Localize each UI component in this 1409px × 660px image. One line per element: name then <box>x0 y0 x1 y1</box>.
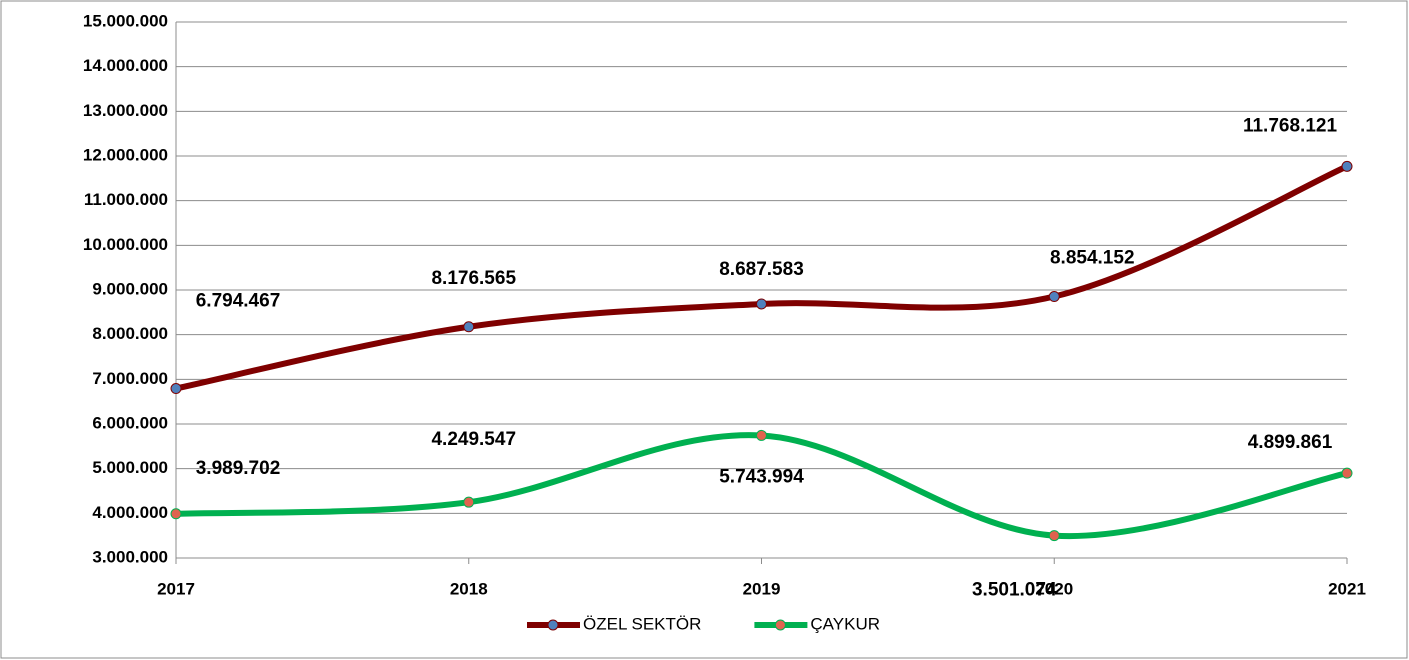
x-tick-label: 2018 <box>450 579 488 598</box>
y-tick-label: 9.000.000 <box>92 279 168 298</box>
data-label: 8.176.565 <box>431 268 516 289</box>
y-tick-label: 15.000.000 <box>83 11 168 30</box>
legend-marker <box>547 619 559 631</box>
y-tick-label: 14.000.000 <box>83 56 168 75</box>
data-label: 3.989.702 <box>196 458 281 479</box>
data-label: 4.249.547 <box>431 429 516 450</box>
data-point <box>756 298 767 310</box>
y-tick-label: 12.000.000 <box>83 145 168 164</box>
data-point <box>1341 160 1353 172</box>
y-tick-label: 3.000.000 <box>92 547 168 566</box>
y-tick-label: 13.000.000 <box>83 101 168 120</box>
data-label: 3.501.074 <box>972 580 1057 601</box>
legend-label: ÇAYKUR <box>810 614 880 633</box>
legend-label: ÖZEL SEKTÖR <box>583 614 701 633</box>
data-label: 6.794.467 <box>196 291 281 312</box>
data-point <box>463 496 475 508</box>
y-tick-label: 6.000.000 <box>92 413 168 432</box>
y-tick-label: 10.000.000 <box>83 235 168 254</box>
data-point <box>1341 467 1353 479</box>
data-point <box>170 383 182 395</box>
y-tick-label: 4.000.000 <box>92 503 168 522</box>
data-point <box>756 429 767 441</box>
data-point <box>463 321 475 333</box>
y-tick-label: 5.000.000 <box>92 458 168 477</box>
x-tick-label: 2021 <box>1328 579 1366 598</box>
y-tick-label: 7.000.000 <box>92 369 168 388</box>
y-tick-label: 11.000.000 <box>84 190 168 209</box>
x-tick-label: 2019 <box>743 579 781 598</box>
data-label: 4.899.861 <box>1248 432 1333 453</box>
data-point <box>1048 291 1060 303</box>
data-label: 11.768.121 <box>1243 115 1337 136</box>
x-tick-label: 2017 <box>157 579 195 598</box>
data-label: 5.743.994 <box>719 466 804 487</box>
legend-marker <box>774 619 786 631</box>
data-label: 8.687.583 <box>719 259 804 280</box>
x-tick-label: 2020 <box>1035 579 1073 598</box>
data-point <box>1048 530 1060 542</box>
data-point <box>170 508 182 520</box>
y-tick-label: 8.000.000 <box>92 324 168 343</box>
data-label: 8.854.152 <box>1050 248 1135 269</box>
